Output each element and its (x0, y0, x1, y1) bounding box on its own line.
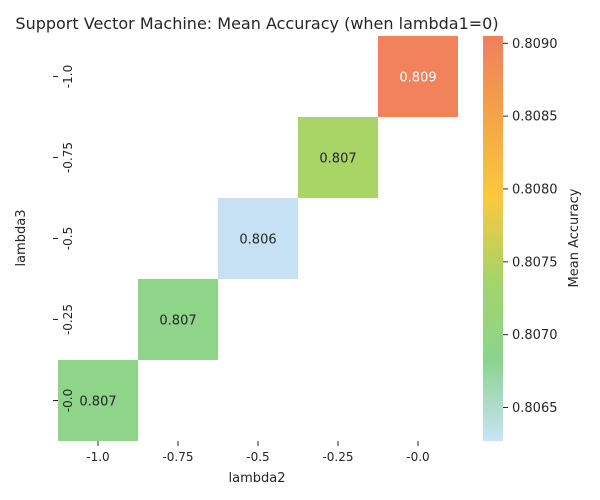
heatmap-cell (58, 360, 138, 441)
x-tick-label: -0.5 (246, 450, 269, 464)
colorbar-ticks: 0.8065 0.8070 0.8075 0.8080 0.8085 0.8090 (503, 37, 558, 416)
heatmap-cell (218, 198, 298, 279)
colorbar-tick-label: 0.8075 (512, 255, 558, 270)
colorbar-tick-label: 0.8090 (512, 37, 558, 52)
y-tick-label: -0.25 (61, 304, 75, 335)
y-axis-ticks: -1.0 -0.75 -0.5 -0.25 -0.0 (53, 65, 75, 412)
x-tick-label: -1.0 (86, 450, 109, 464)
colorbar-tick-label: 0.8080 (512, 182, 558, 197)
x-tick-label: -0.75 (162, 450, 193, 464)
cell-value-label: 0.809 (399, 71, 436, 86)
heatmap-cells: 0.807 0.807 0.806 0.807 0.809 (58, 36, 458, 441)
y-tick-label: -1.0 (61, 65, 75, 88)
colorbar-tick-label: 0.8085 (512, 110, 558, 125)
colorbar-label: Mean Accuracy (567, 188, 582, 287)
x-axis-label: lambda2 (229, 471, 286, 486)
x-tick-label: -0.25 (322, 450, 353, 464)
cell-value-label: 0.807 (79, 395, 116, 410)
colorbar (483, 36, 503, 441)
y-tick-label: -0.75 (61, 142, 75, 173)
cell-value-label: 0.807 (319, 152, 356, 167)
heatmap-cell (298, 117, 378, 198)
y-tick-label: -0.0 (61, 389, 75, 412)
x-tick-label: -0.0 (406, 450, 429, 464)
heatmap-cell (378, 36, 458, 117)
colorbar-tick-label: 0.8065 (512, 401, 558, 416)
heatmap-cell (138, 279, 218, 360)
colorbar-tick-label: 0.8070 (512, 328, 558, 343)
y-axis-label: lambda3 (14, 210, 29, 267)
chart-title: Support Vector Machine: Mean Accuracy (w… (15, 14, 498, 33)
y-tick-label: -0.5 (61, 227, 75, 250)
cell-value-label: 0.807 (159, 314, 196, 329)
cell-value-label: 0.806 (239, 233, 276, 248)
x-axis-ticks: -1.0 -0.75 -0.5 -0.25 -0.0 (86, 441, 430, 464)
